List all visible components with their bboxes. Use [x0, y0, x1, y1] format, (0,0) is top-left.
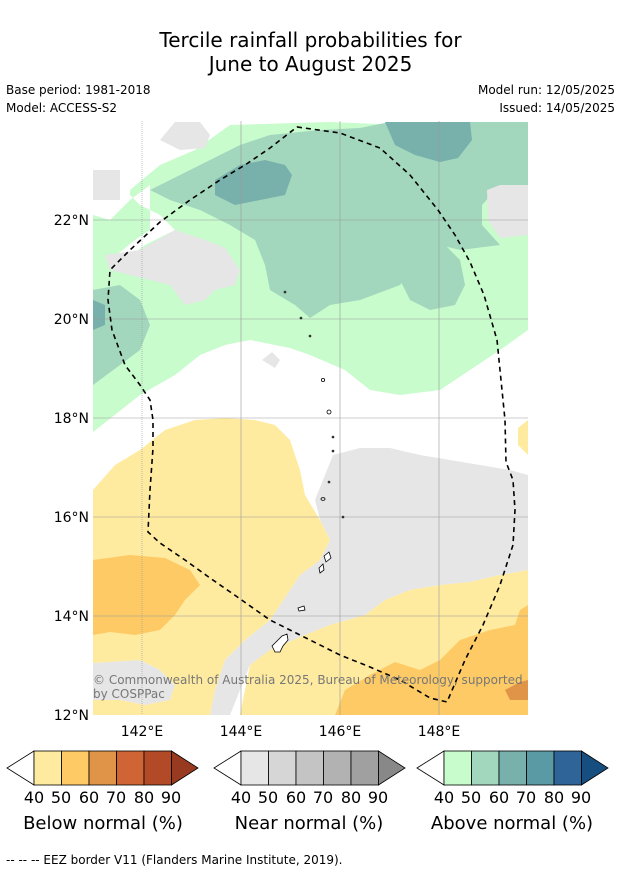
islet-3: [327, 480, 331, 484]
agrihan-island: [320, 377, 325, 382]
cbar-near-title: Near normal (%): [234, 813, 384, 834]
cbar-above-tick-80: 80: [543, 788, 565, 807]
cbar-below-title: Below normal (%): [23, 813, 183, 834]
copyright-line-2: by COSPPac: [93, 687, 165, 701]
model-name: Model: ACCESS-S2: [6, 101, 118, 115]
cbar-below-seg-3: [88, 750, 117, 786]
colorbar-near-normal: [213, 750, 406, 786]
islet-6: [299, 316, 303, 320]
cbar-above-seg-1: [443, 750, 472, 786]
cbar-below-seg-1: [33, 750, 62, 786]
cbar-near-seg-3: [295, 750, 324, 786]
guam-island: [271, 633, 289, 653]
cbar-below-tick-60: 60: [78, 788, 100, 807]
lat-label-16: 16°N: [54, 510, 89, 526]
islet-4: [341, 515, 345, 519]
cbar-near-over: [378, 750, 406, 786]
below-normal-50-region-southeast: [335, 605, 528, 715]
colorbar-below-normal: [6, 750, 199, 786]
cbar-above-tick-60: 60: [488, 788, 510, 807]
lat-label-22: 22°N: [54, 213, 89, 229]
cbar-above-seg-5: [553, 750, 582, 786]
lat-label-18: 18°N: [54, 411, 89, 427]
copyright-line-1: © Commonwealth of Australia 2025, Bureau…: [93, 673, 523, 687]
model-run: Model run: 12/05/2025: [477, 83, 615, 97]
lon-label-146: 146°E: [319, 724, 362, 740]
cbar-above-tick-90: 90: [570, 788, 592, 807]
latitude-labels: 22°N 20°N 18°N 16°N 14°N 12°N: [54, 213, 89, 724]
tinian-island: [318, 563, 325, 574]
cbar-below-tick-40: 40: [23, 788, 45, 807]
lon-label-142: 142°E: [121, 724, 164, 740]
cbar-below-tick-90: 90: [160, 788, 182, 807]
colorbar-above-normal: [416, 750, 609, 786]
lon-label-144: 144°E: [220, 724, 263, 740]
islet-7: [283, 290, 287, 294]
islet-2: [331, 449, 335, 453]
map-plot-area: © Commonwealth of Australia 2025, Bureau…: [93, 121, 528, 715]
cbar-below-seg-4: [116, 750, 145, 786]
cbar-above-tick-70: 70: [515, 788, 537, 807]
near-normal-region-north: [93, 122, 528, 368]
lat-label-12: 12°N: [54, 708, 89, 724]
below-normal-40-region: [93, 418, 528, 715]
rota-island: [297, 605, 306, 612]
cbar-below-tick-80: 80: [133, 788, 155, 807]
meta-right: Model run: 12/05/2025 Issued: 14/05/2025: [478, 81, 615, 117]
above-normal-50-region: [93, 122, 528, 385]
cbar-near-tick-70: 70: [312, 788, 334, 807]
islet-5: [308, 334, 312, 338]
cbar-below-over: [171, 750, 199, 786]
cbar-below-seg-2: [61, 750, 90, 786]
near-normal-region-south: [93, 448, 528, 715]
lon-label-148: 148°E: [418, 724, 461, 740]
cbar-above-tick-40: 40: [433, 788, 455, 807]
title-line-2: June to August 2025: [208, 52, 413, 76]
eez-border: [107, 126, 516, 703]
cbar-above-seg-3: [498, 750, 527, 786]
cbar-near-tick-90: 90: [367, 788, 389, 807]
above-normal-60-region: [93, 122, 472, 330]
cbar-above-under: [416, 750, 445, 786]
cbar-below-seg-5: [143, 750, 172, 786]
alamagan-island: [320, 497, 326, 501]
cbar-near-tick-60: 60: [285, 788, 307, 807]
cbar-below-tick-50: 50: [50, 788, 72, 807]
cbar-above-over: [581, 750, 609, 786]
islands: [271, 290, 345, 653]
below-normal-50-region-west: [93, 555, 200, 635]
cbar-below-under: [6, 750, 35, 786]
cbar-near-seg-2: [268, 750, 297, 786]
lat-label-14: 14°N: [54, 609, 89, 625]
cbar-near-seg-5: [350, 750, 379, 786]
cbar-near-seg-1: [240, 750, 269, 786]
islet-1: [331, 435, 335, 439]
title-line-1: Tercile rainfall probabilities for: [159, 28, 462, 52]
eez-footnote: -- -- -- EEZ border V11 (Flanders Marine…: [6, 853, 343, 867]
cbar-near-under: [213, 750, 242, 786]
pagan-island: [326, 409, 332, 415]
cbar-near-tick-40: 40: [230, 788, 252, 807]
issued-date: Issued: 14/05/2025: [499, 101, 615, 115]
cbar-near-seg-4: [323, 750, 352, 786]
cbar-above-tick-50: 50: [460, 788, 482, 807]
cbar-below-tick-70: 70: [105, 788, 127, 807]
lat-label-20: 20°N: [54, 312, 89, 328]
cbar-near-tick-50: 50: [257, 788, 279, 807]
cbar-near-tick-80: 80: [340, 788, 362, 807]
cbar-above-title: Above normal (%): [430, 813, 594, 834]
gridlines: [93, 121, 528, 715]
saipan-island: [323, 551, 332, 563]
base-period: Base period: 1981-2018: [6, 83, 151, 97]
cbar-above-seg-4: [526, 750, 555, 786]
below-normal-60-region: [505, 680, 528, 700]
cbar-above-seg-2: [471, 750, 500, 786]
meta-left: Base period: 1981-2018 Model: ACCESS-S2: [6, 81, 151, 117]
map-title: Tercile rainfall probabilities for June …: [0, 28, 621, 76]
longitude-labels: 142°E 144°E 146°E 148°E: [121, 724, 461, 740]
